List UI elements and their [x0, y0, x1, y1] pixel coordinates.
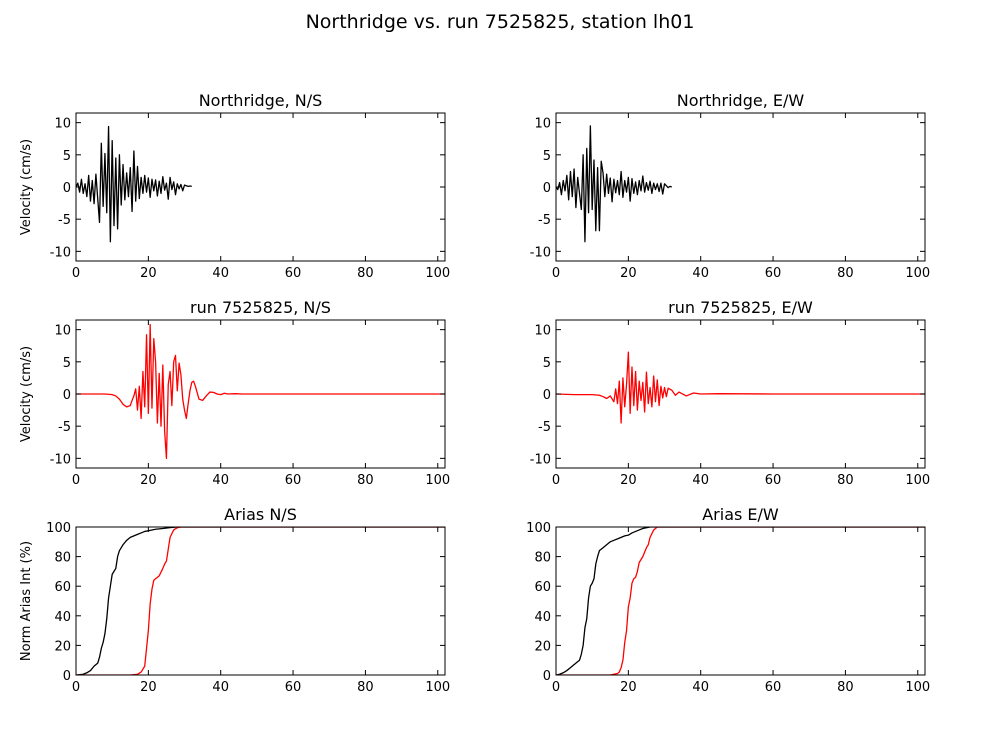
x-tick-label: 60	[765, 473, 782, 488]
x-tick-label: 20	[140, 680, 157, 695]
x-tick-label: 60	[285, 266, 302, 281]
y-tick-label: -5	[58, 213, 71, 228]
x-tick-label: 80	[837, 473, 854, 488]
y-tick-label: 5	[543, 356, 551, 371]
y-tick-label: 40	[54, 610, 71, 625]
y-tick-label: -10	[530, 245, 551, 260]
series-line-2	[76, 527, 445, 675]
x-tick-label: 40	[692, 473, 709, 488]
y-tick-label: 80	[534, 551, 551, 566]
series-line-1	[76, 125, 192, 243]
chart-panel-5: 0 20 40 60 80 100 0 20 40 60 80 100 Arias N/S Norm Ar…	[19, 505, 450, 695]
x-tick-label: 0	[72, 680, 80, 695]
y-tick-label: 10	[534, 324, 551, 339]
x-tick-label: 80	[357, 473, 374, 488]
y-axis-label: Norm Arias Int (%)	[19, 541, 34, 661]
y-tick-label: 10	[54, 324, 71, 339]
y-tick-label: 5	[543, 149, 551, 164]
series-line-1	[76, 323, 445, 460]
y-tick-label: -10	[530, 452, 551, 467]
x-tick-label: 0	[552, 680, 560, 695]
x-tick-label: 20	[620, 680, 637, 695]
y-tick-label: 20	[54, 639, 71, 654]
y-axis-label: Velocity (cm/s)	[19, 346, 34, 442]
chart-panel-3: 0 20 40 60 80 100 -10 -5 0 5 10 run 7525825, N/S Vel…	[19, 298, 450, 488]
y-tick-label: 10	[54, 117, 71, 132]
y-tick-label: 100	[526, 521, 551, 536]
x-tick-label: 80	[357, 680, 374, 695]
y-tick-label: 60	[534, 580, 551, 595]
axes-frame	[75, 526, 446, 676]
x-tick-label: 100	[425, 266, 450, 281]
x-tick-label: 60	[765, 680, 782, 695]
x-tick-label: 0	[552, 473, 560, 488]
y-tick-label: 5	[63, 356, 71, 371]
y-tick-label: 100	[46, 521, 71, 536]
panel-title: Arias E/W	[702, 505, 779, 524]
panel-title: Northridge, E/W	[677, 91, 805, 110]
x-tick-label: 20	[140, 473, 157, 488]
x-tick-label: 40	[692, 680, 709, 695]
y-axis-label: Velocity (cm/s)	[19, 139, 34, 235]
x-tick-label: 100	[905, 473, 930, 488]
y-tick-label: -5	[58, 420, 71, 435]
y-tick-label: -5	[538, 213, 551, 228]
x-tick-label: 80	[357, 266, 374, 281]
y-tick-label: 10	[534, 117, 551, 132]
axes-frame	[555, 526, 926, 676]
y-tick-label: 0	[63, 388, 71, 403]
x-tick-label: 60	[285, 473, 302, 488]
x-tick-label: 0	[552, 266, 560, 281]
x-tick-label: 100	[905, 680, 930, 695]
chart-panel-1: 0 20 40 60 80 100 -10 -5 0 5 10 Northridge, N/S Velo…	[19, 91, 450, 281]
x-tick-label: 60	[285, 680, 302, 695]
y-tick-label: 0	[543, 669, 551, 684]
x-tick-label: 0	[72, 473, 80, 488]
y-tick-label: 40	[534, 610, 551, 625]
figure-title: Northridge vs. run 7525825, station lh01	[305, 11, 695, 33]
y-tick-label: 0	[543, 388, 551, 403]
x-tick-label: 100	[425, 680, 450, 695]
chart-panel-4: 0 20 40 60 80 100 -10 -5 0 5 10 run 7525825, E/W	[530, 298, 930, 488]
y-tick-label: -10	[50, 245, 71, 260]
y-tick-label: 0	[63, 181, 71, 196]
y-tick-label: 0	[543, 181, 551, 196]
y-tick-label: -5	[538, 420, 551, 435]
y-tick-label: 0	[63, 669, 71, 684]
x-tick-label: 80	[837, 680, 854, 695]
x-tick-label: 40	[692, 266, 709, 281]
series-line-1	[556, 527, 925, 675]
x-tick-label: 40	[212, 680, 229, 695]
x-tick-label: 20	[620, 473, 637, 488]
x-tick-label: 100	[425, 473, 450, 488]
series-line-1	[556, 125, 672, 243]
panel-title: run 7525825, E/W	[668, 298, 813, 317]
x-tick-label: 60	[765, 266, 782, 281]
y-tick-label: 5	[63, 149, 71, 164]
y-tick-label: 60	[54, 580, 71, 595]
y-tick-label: -10	[50, 452, 71, 467]
y-tick-label: 20	[534, 639, 551, 654]
chart-panel-2: 0 20 40 60 80 100 -10 -5 0 5 10 Northridge, E/W	[530, 91, 930, 281]
panel-title: Northridge, N/S	[199, 91, 323, 110]
chart-panel-6: 0 20 40 60 80 100 0 20 40 60 80 100 Arias E/W	[526, 505, 930, 695]
x-tick-label: 20	[140, 266, 157, 281]
x-tick-label: 80	[837, 266, 854, 281]
series-line-1	[556, 351, 925, 424]
x-tick-label: 40	[212, 473, 229, 488]
y-tick-label: 80	[54, 551, 71, 566]
series-line-1	[76, 527, 445, 675]
panel-title: Arias N/S	[224, 505, 297, 524]
series-line-2	[556, 527, 925, 675]
x-tick-label: 40	[212, 266, 229, 281]
panel-title: run 7525825, N/S	[190, 298, 331, 317]
x-tick-label: 100	[905, 266, 930, 281]
x-tick-label: 0	[72, 266, 80, 281]
x-tick-label: 20	[620, 266, 637, 281]
